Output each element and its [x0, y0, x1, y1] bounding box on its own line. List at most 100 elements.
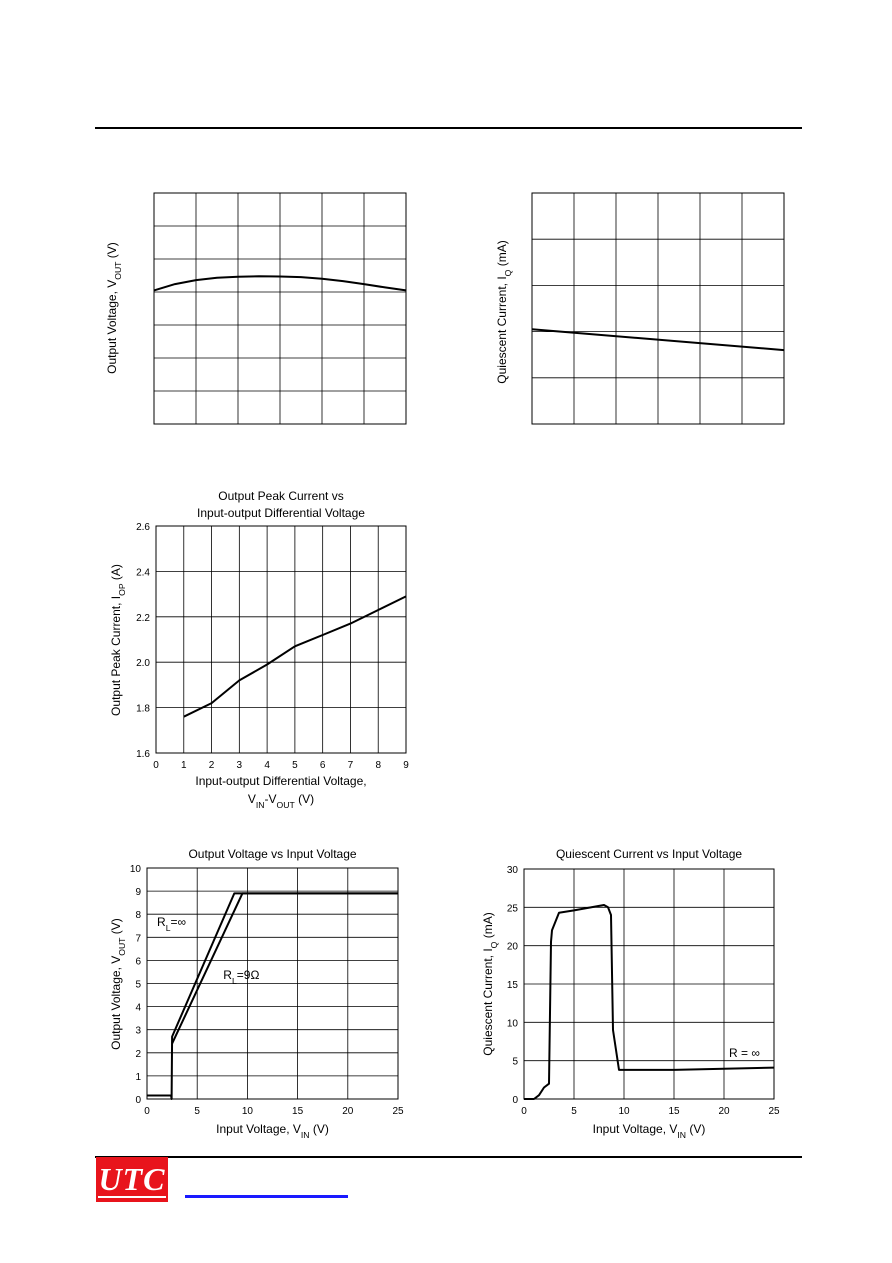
series-line-4-0 [524, 904, 775, 1100]
x-tick-label-4-4: 20 [718, 1106, 730, 1117]
x-tick-label-4-5: 25 [768, 1106, 780, 1117]
x-tick-label-3-0: 0 [144, 1106, 150, 1117]
y-tick-label-4-6: 30 [507, 865, 519, 876]
x-tick-label-4-0: 0 [521, 1106, 527, 1117]
y-tick-label-2-2: 2.0 [136, 658, 150, 669]
plot-frame-2 [155, 525, 407, 754]
y-axis-label-4-part: Quiescent Current, I [481, 948, 495, 1055]
y-tick-label-2-4: 2.4 [136, 567, 150, 578]
y-axis-label-1: Quiescent Current, IQ (mA) [495, 240, 513, 383]
y-axis-label-2-part: Output Peak Current, I [109, 596, 123, 716]
y-axis-label-3-part: OUT [117, 937, 127, 956]
y-axis-label-4: Quiescent Current, IQ (mA) [481, 912, 499, 1055]
x-tick-label-4-1: 5 [571, 1106, 577, 1117]
y-tick-label-3-1: 1 [135, 1072, 141, 1083]
y-axis-label-3-part: Output Voltage, V [109, 956, 123, 1050]
y-axis-label-3-part: (V) [109, 918, 123, 937]
x-tick-label-2-8: 8 [375, 760, 381, 771]
x-axis-label-3-part: (V) [310, 1122, 329, 1136]
x-axis-label-2-0: Input-output Differential Voltage, [195, 774, 366, 788]
y-tick-label-2-0: 1.6 [136, 749, 150, 760]
x-axis-label-2-2-part: IN [256, 800, 265, 810]
x-axis-label-2-2: VIN-VOUT (V) [248, 792, 314, 810]
x-tick-label-2-7: 7 [348, 760, 354, 771]
x-axis-label-4-part: IN [677, 1130, 686, 1140]
y-tick-label-4-5: 25 [507, 903, 519, 914]
x-tick-label-2-6: 6 [320, 760, 326, 771]
series-line-2-0 [183, 595, 407, 718]
annotation-3-1-part: R [223, 968, 232, 982]
annotation-3-0-part: R [157, 915, 166, 929]
x-axis-label-2-2-part: V [248, 792, 256, 806]
series-line-0-0 [153, 275, 407, 292]
y-tick-label-2-3: 2.2 [136, 613, 150, 624]
y-tick-label-3-0: 0 [135, 1095, 141, 1106]
y-tick-label-4-4: 20 [507, 942, 519, 953]
chart-title-2-0: Output Peak Current vs [218, 489, 343, 503]
chart-title-3: Output Voltage vs Input Voltage [188, 847, 356, 861]
y-tick-label-2-5: 2.6 [136, 522, 150, 533]
header-rule [95, 127, 802, 129]
y-axis-label-1-part: Quiescent Current, I [495, 276, 509, 383]
y-tick-label-4-1: 5 [512, 1057, 518, 1068]
series-line-1-0 [531, 328, 785, 352]
y-axis-label-3: Output Voltage, VOUT (V) [109, 918, 127, 1050]
y-tick-label-3-10: 10 [130, 864, 142, 875]
x-tick-label-4-2: 10 [618, 1106, 630, 1117]
annotation-3-1: RL=9Ω [223, 968, 259, 986]
x-tick-label-2-0: 0 [153, 760, 159, 771]
y-tick-label-4-2: 10 [507, 1018, 519, 1029]
annotation-3-0: RL=∞ [157, 915, 186, 933]
annotation-3-0-part: L [166, 923, 171, 933]
y-axis-label-1-part: (mA) [495, 240, 509, 269]
y-tick-label-3-2: 2 [135, 1049, 141, 1060]
y-axis-label-2: Output Peak Current, IOP (A) [109, 564, 127, 716]
x-axis-label-2-2-part: (V) [295, 792, 314, 806]
utc-logo [96, 1157, 168, 1202]
x-tick-label-2-2: 2 [209, 760, 215, 771]
annotation-3-0-part: =∞ [171, 915, 187, 929]
x-axis-label-4: Input Voltage, VIN (V) [593, 1122, 706, 1140]
x-tick-label-2-1: 1 [181, 760, 187, 771]
y-tick-label-4-3: 15 [507, 980, 519, 991]
y-axis-label-2-part: OP [117, 583, 127, 596]
y-tick-label-3-5: 5 [135, 980, 141, 991]
y-tick-label-3-9: 9 [135, 887, 141, 898]
y-axis-label-4-part: Q [489, 941, 499, 948]
x-axis-label-2-2-part: OUT [277, 800, 296, 810]
y-tick-label-3-7: 7 [135, 933, 141, 944]
x-axis-label-3-part: IN [301, 1130, 310, 1140]
x-tick-label-3-1: 5 [194, 1106, 200, 1117]
series-line-3-1 [171, 892, 398, 1045]
footer-rule [95, 1156, 802, 1158]
annotation-3-1-part: L [232, 976, 237, 986]
y-axis-label-0-part: (V) [105, 242, 119, 261]
y-tick-label-3-4: 4 [135, 1003, 141, 1014]
y-tick-label-3-6: 6 [135, 956, 141, 967]
y-tick-label-4-0: 0 [512, 1095, 518, 1106]
x-axis-label-3: Input Voltage, VIN (V) [216, 1122, 329, 1140]
x-tick-label-3-5: 25 [392, 1106, 404, 1117]
x-tick-label-2-4: 4 [264, 760, 270, 771]
y-axis-label-2-part: (A) [109, 564, 123, 583]
x-axis-label-3-part: Input Voltage, V [216, 1122, 301, 1136]
chart-title-4: Quiescent Current vs Input Voltage [556, 847, 742, 861]
y-axis-label-0-part: OUT [113, 261, 123, 280]
y-tick-label-3-8: 8 [135, 910, 141, 921]
website-link[interactable] [185, 1195, 348, 1198]
x-tick-label-3-4: 20 [342, 1106, 354, 1117]
annotation-3-1-part: =9Ω [237, 968, 260, 982]
x-tick-label-3-2: 10 [242, 1106, 254, 1117]
x-tick-label-2-3: 3 [237, 760, 243, 771]
x-axis-label-4-part: (V) [686, 1122, 705, 1136]
x-axis-label-2-2-part: -V [265, 792, 277, 806]
annotation-4-0: R = ∞ [729, 1046, 760, 1060]
y-axis-label-0: Output Voltage, VOUT (V) [105, 242, 123, 374]
utc-logo-text: UTC [98, 1161, 166, 1197]
x-tick-label-2-9: 9 [403, 760, 409, 771]
y-tick-label-3-3: 3 [135, 1026, 141, 1037]
y-tick-label-2-1: 1.8 [136, 704, 150, 715]
y-axis-label-0-part: Output Voltage, V [105, 280, 119, 374]
x-tick-label-2-5: 5 [292, 760, 298, 771]
